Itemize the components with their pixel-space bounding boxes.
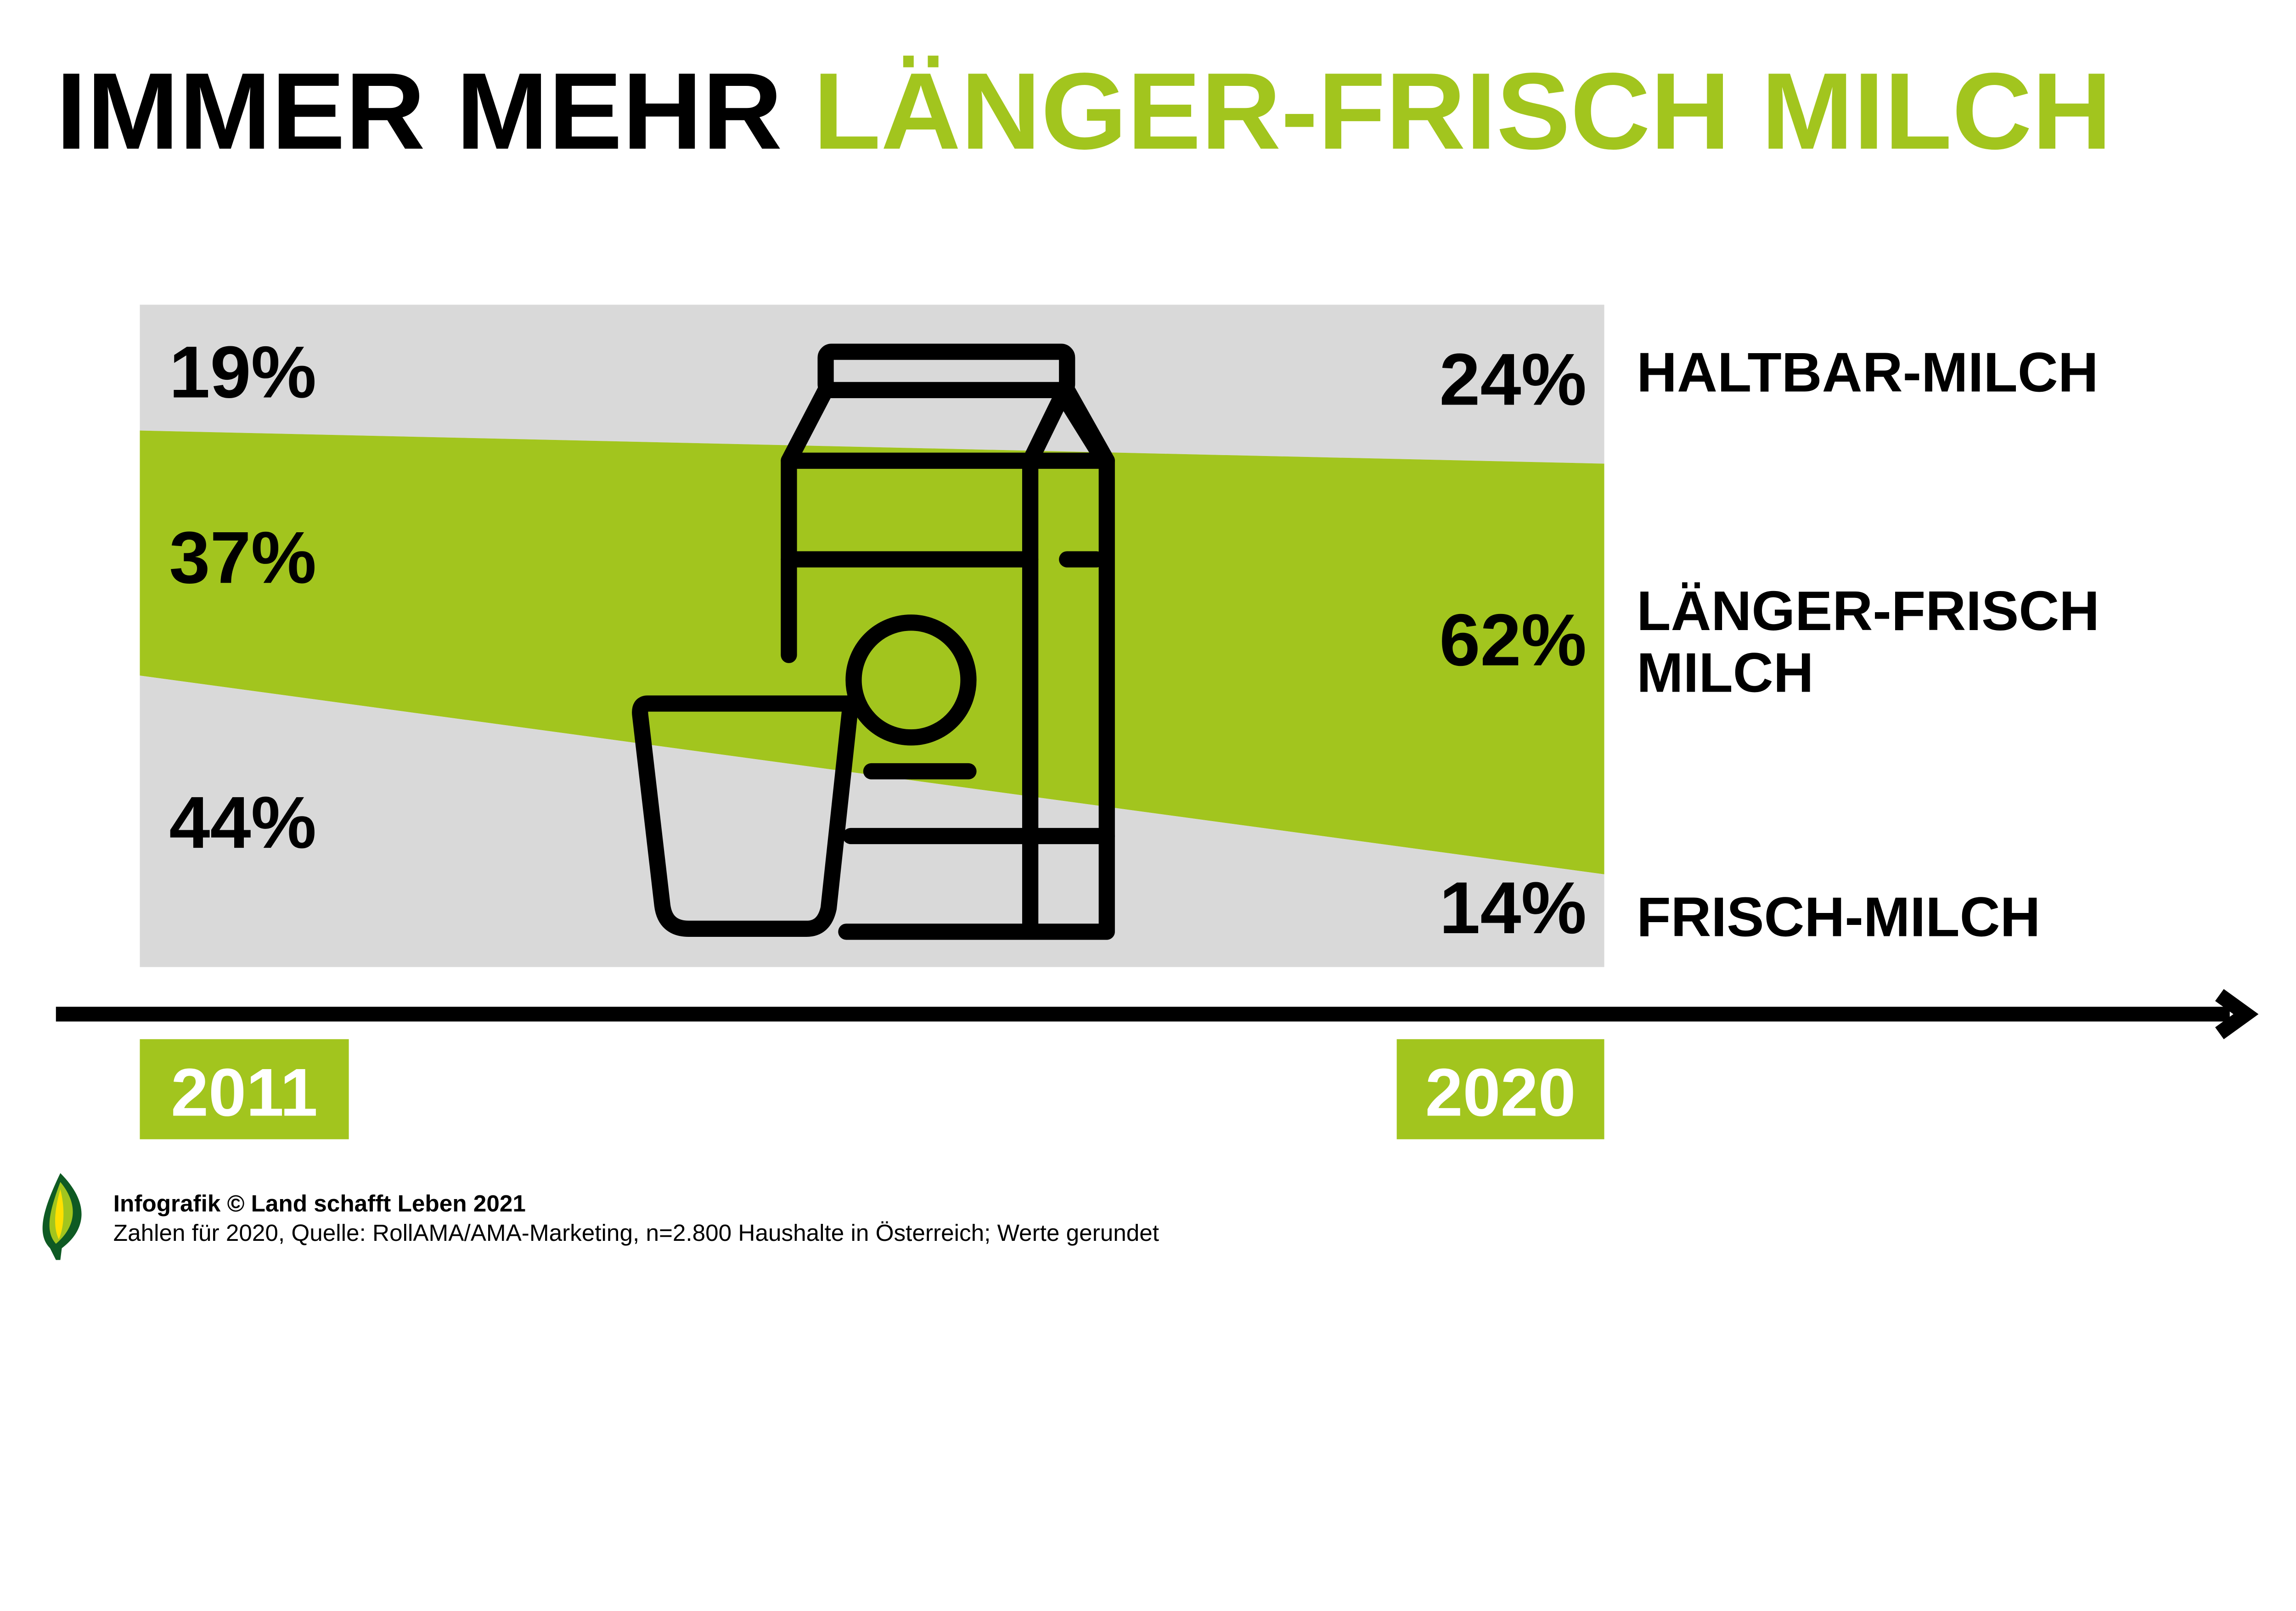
legend-frisch-milch: FRISCH-MILCH: [1637, 885, 2040, 948]
page-title: IMMER MEHR LÄNGER-FRISCH MILCH: [56, 51, 2112, 172]
value-label-2020: 62%: [1439, 599, 1587, 681]
legend-haltbar-milch: HALTBAR-MILCH: [1637, 341, 2099, 404]
title-part-green: LÄNGER-FRISCH MILCH: [813, 51, 2112, 172]
axis-arrow-icon: [2215, 989, 2259, 1039]
title-part-black: IMMER MEHR: [56, 51, 813, 172]
x-tick-label: 2020: [1425, 1055, 1576, 1130]
value-label-2011: 19%: [169, 331, 316, 413]
value-label-2020: 14%: [1439, 867, 1587, 949]
footer-source: Zahlen für 2020, Quelle: RollAMA/AMA-Mar…: [113, 1220, 1159, 1246]
legend-laenger-frisch-line2: MILCH: [1637, 641, 1814, 704]
value-label-2011: 44%: [169, 781, 316, 863]
leaf-logo-icon: [42, 1173, 82, 1260]
value-label-2020: 24%: [1439, 338, 1587, 420]
infographic: IMMER MEHR LÄNGER-FRISCH MILCH 2011 2020 …: [42, 51, 2259, 1260]
milk-carton-and-glass-icon: [632, 344, 1115, 940]
year-box-2011: [140, 1039, 349, 1139]
footer-credit: Infografik © Land schafft Leben 2021: [113, 1190, 526, 1217]
year-box-2020: [1396, 1039, 1604, 1139]
legend-laenger-frisch-line1: LÄNGER-FRISCH: [1637, 580, 2099, 642]
band-frisch: [140, 676, 1604, 967]
stacked-area-chart: [140, 304, 1604, 967]
x-tick-label: 2011: [171, 1055, 318, 1130]
band-laenger-frisch: [140, 430, 1604, 874]
value-label-2011: 37%: [169, 516, 316, 598]
